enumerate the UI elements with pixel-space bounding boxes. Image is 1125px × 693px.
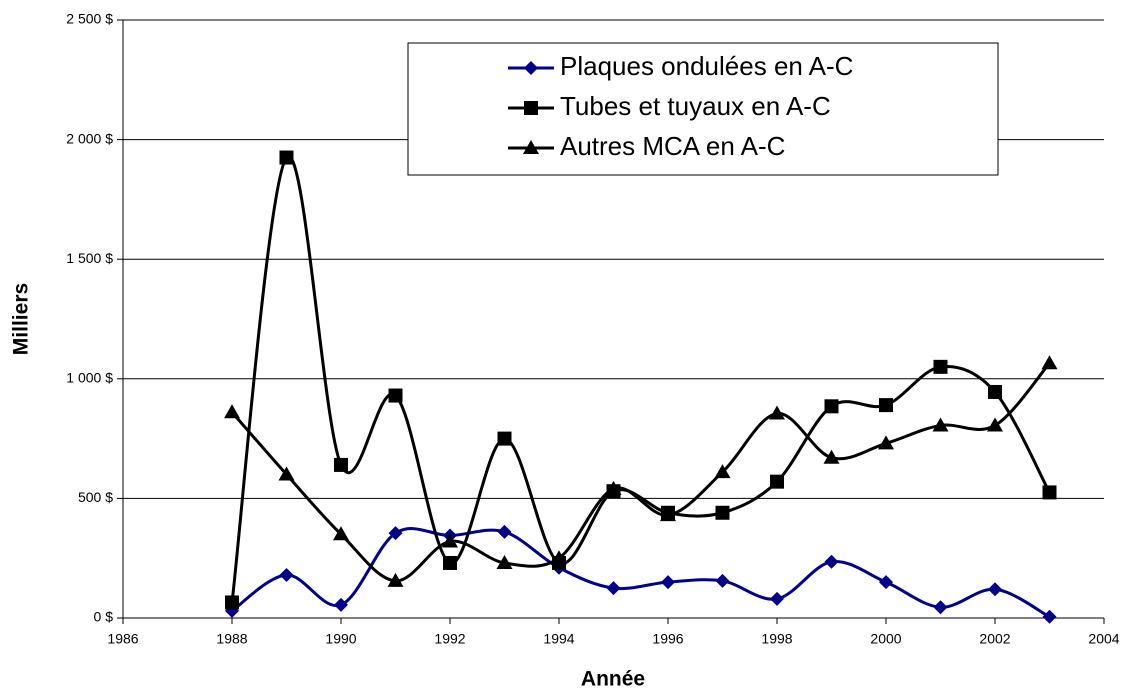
- marker: [225, 595, 239, 610]
- marker: [497, 431, 512, 446]
- marker: [824, 554, 839, 569]
- series-line: [230, 362, 1051, 583]
- marker: [660, 507, 676, 522]
- x-tick-label: 1992: [434, 631, 465, 647]
- x-tick-label: 1990: [325, 631, 356, 647]
- marker: [770, 591, 784, 606]
- marker: [823, 449, 840, 464]
- marker: [715, 505, 730, 520]
- marker: [1041, 355, 1058, 370]
- x-tick-label: 1988: [216, 631, 247, 647]
- marker: [334, 597, 348, 612]
- x-tick-label: 1996: [652, 631, 683, 647]
- marker: [334, 457, 348, 472]
- y-axis-title: Milliers: [10, 283, 33, 355]
- marker: [524, 61, 538, 75]
- legend-label: Plaques ondulées en A-C: [560, 51, 853, 81]
- series-line: [230, 154, 1051, 603]
- marker: [388, 388, 403, 403]
- marker: [715, 573, 730, 588]
- marker: [933, 600, 948, 615]
- y-tick-label: 2 000 $: [66, 130, 113, 146]
- marker: [524, 101, 538, 115]
- marker: [387, 572, 404, 587]
- y-tick-label: 2 500 $: [66, 11, 113, 27]
- legend-label: Tubes et tuyaux en A-C: [560, 91, 831, 121]
- marker: [279, 567, 294, 582]
- y-tick-label: 1 000 $: [66, 370, 113, 386]
- marker: [770, 474, 784, 489]
- x-tick-label: 1994: [543, 631, 574, 647]
- marker: [551, 550, 567, 565]
- marker: [1042, 609, 1057, 624]
- marker: [333, 526, 349, 541]
- x-tick-label: 2000: [870, 631, 901, 647]
- marker: [523, 140, 539, 154]
- x-axis-title: Année: [581, 668, 645, 691]
- marker: [933, 359, 948, 374]
- y-tick-label: 1 500 $: [66, 250, 113, 266]
- marker: [278, 466, 295, 481]
- legend-box: [407, 42, 999, 176]
- marker: [442, 533, 458, 548]
- marker: [224, 404, 240, 419]
- marker: [878, 435, 894, 450]
- x-tick-label: 2002: [979, 631, 1010, 647]
- marker: [1042, 485, 1057, 500]
- y-tick-label: 0 $: [94, 609, 114, 625]
- marker: [879, 575, 893, 590]
- series-line: [231, 527, 1051, 619]
- marker: [606, 581, 621, 596]
- marker: [988, 582, 1002, 597]
- marker: [769, 405, 785, 420]
- marker: [605, 480, 622, 495]
- marker: [987, 417, 1003, 432]
- y-tick-label: 500 $: [78, 489, 113, 505]
- marker: [388, 526, 403, 541]
- legend-label: Autres MCA en A-C: [560, 131, 785, 161]
- marker: [714, 464, 731, 479]
- marker: [932, 417, 949, 432]
- marker: [279, 150, 294, 165]
- x-tick-label: 1998: [761, 631, 792, 647]
- x-tick-label: 2004: [1088, 631, 1119, 647]
- marker: [443, 555, 457, 570]
- marker: [879, 398, 893, 413]
- marker: [824, 399, 839, 414]
- x-tick-label: 1986: [107, 631, 138, 647]
- marker: [661, 575, 675, 590]
- marker: [497, 524, 512, 539]
- marker: [496, 554, 513, 569]
- marker: [988, 384, 1002, 399]
